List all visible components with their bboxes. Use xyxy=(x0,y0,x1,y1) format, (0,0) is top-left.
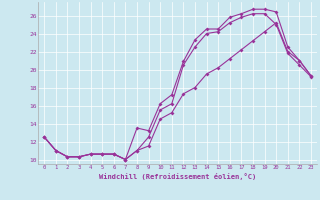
X-axis label: Windchill (Refroidissement éolien,°C): Windchill (Refroidissement éolien,°C) xyxy=(99,173,256,180)
